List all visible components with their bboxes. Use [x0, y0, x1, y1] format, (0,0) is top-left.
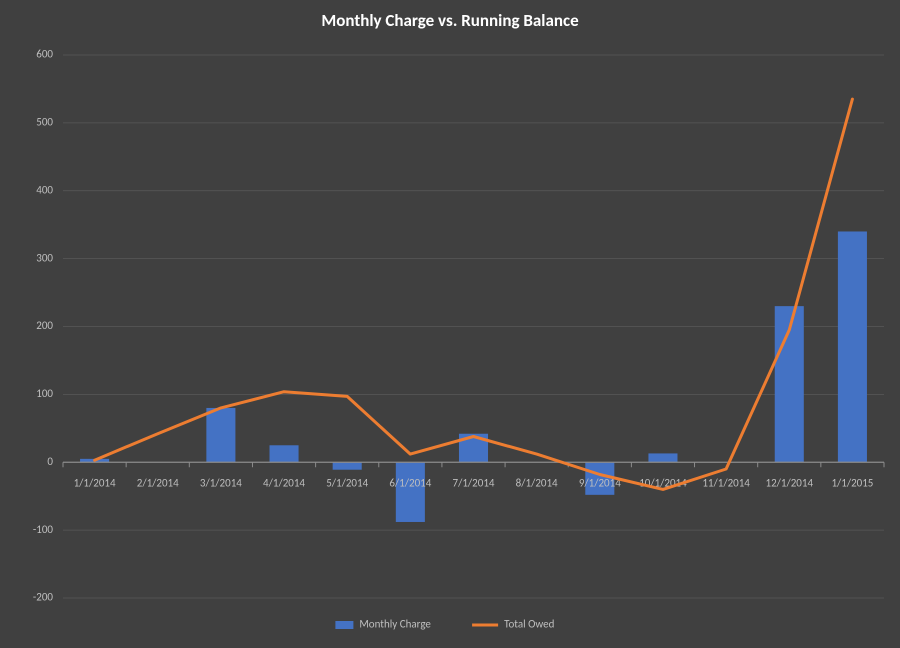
y-tick-label: 400 — [36, 183, 53, 196]
legend-label: Monthly Charge — [359, 618, 431, 631]
bar — [838, 231, 867, 462]
y-tick-label: 100 — [36, 387, 53, 400]
x-tick-label: 2/1/2014 — [137, 476, 179, 489]
y-tick-label: 0 — [47, 455, 53, 468]
chart-background — [0, 0, 900, 648]
bar — [396, 462, 425, 522]
x-tick-label: 1/1/2015 — [831, 476, 873, 489]
y-tick-label: -200 — [33, 591, 54, 604]
x-tick-label: 6/1/2014 — [389, 476, 431, 489]
bar — [206, 408, 235, 462]
x-tick-label: 8/1/2014 — [516, 476, 558, 489]
x-tick-label: 1/1/2014 — [74, 476, 116, 489]
bar — [270, 445, 299, 462]
x-tick-label: 5/1/2014 — [326, 476, 368, 489]
x-tick-label: 4/1/2014 — [263, 476, 305, 489]
y-tick-label: 500 — [36, 116, 53, 129]
x-tick-label: 3/1/2014 — [200, 476, 242, 489]
legend-label: Total Owed — [504, 618, 554, 631]
x-tick-label: 12/1/2014 — [766, 476, 814, 489]
x-tick-label: 11/1/2014 — [702, 476, 750, 489]
y-tick-label: 600 — [36, 48, 53, 61]
chart-svg: -200 -100 0 100 200 300 400 500 600 1/1/2014 2/1/2… — [0, 0, 900, 648]
y-tick-label: 300 — [36, 251, 53, 264]
bar — [648, 453, 677, 462]
chart-container: -200 -100 0 100 200 300 400 500 600 1/1/2014 2/1/2… — [0, 0, 900, 648]
x-tick-label: 7/1/2014 — [453, 476, 495, 489]
legend-swatch-bar — [335, 621, 353, 629]
y-tick-label: 200 — [36, 319, 53, 332]
y-tick-label: -100 — [33, 523, 54, 536]
chart-title: Monthly Charge vs. Running Balance — [321, 10, 579, 31]
bar — [333, 462, 362, 469]
